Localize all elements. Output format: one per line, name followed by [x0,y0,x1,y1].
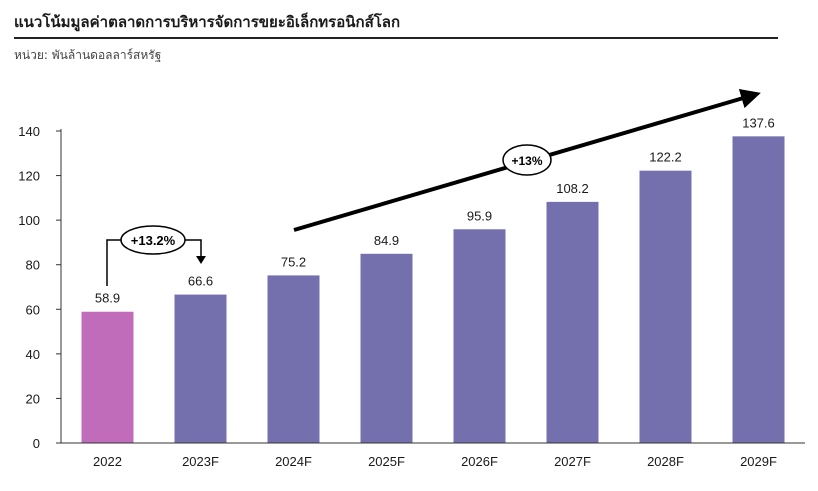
data-label: 137.6 [742,115,775,130]
data-label: 108.2 [556,181,589,196]
x-axis: 2022 2023F 2024F 2025F 2026F 2027F 2028F 2029F [61,442,805,469]
chart-title: แนวโน้มมูลค่าตลาดการบริหารจัดการขยะอิเล็… [14,13,401,31]
data-label: 75.2 [281,254,306,269]
x-tick-label: 2026F [461,454,498,469]
growth-bracket-arrowhead [196,256,206,264]
bar-2028f [639,170,692,443]
data-label: 66.6 [188,274,213,289]
bar-2022 [81,311,134,443]
x-tick-label: 2027F [554,454,591,469]
x-tick-label: 2024F [275,454,312,469]
data-label: 58.9 [95,291,120,306]
bar-2026f [453,229,506,443]
y-tick-label: 140 [18,124,40,139]
long-growth-bubble [502,144,552,176]
long-growth-label: +13% [511,154,542,168]
growth-annotations: +13.2% +13% [106,88,761,286]
y-tick-label: 40 [26,347,40,362]
bar-2023f [174,294,227,443]
bar-2024f [267,275,320,443]
y-tick-label: 0 [33,436,40,451]
title-divider [14,37,778,39]
x-tick-label: 2023F [182,454,219,469]
short-growth-bubble [120,225,186,255]
bars: 58.9 66.6 75.2 84.9 95.9 108.2 122.2 137.6 [81,115,785,443]
bar-2025f [360,253,413,443]
y-tick-label: 100 [18,213,40,228]
y-tick-label: 20 [26,391,40,406]
data-label: 84.9 [374,233,399,248]
bar-2029f [732,136,785,443]
unit-label: หน่วย: พันล้านดอลลาร์สหรัฐ [14,48,162,62]
y-tick-label: 60 [26,302,40,317]
y-axis: 0 20 40 60 80 100 120 140 [18,124,62,451]
data-label: 95.9 [467,208,492,223]
data-label: 122.2 [649,150,682,165]
x-tick-label: 2025F [368,454,405,469]
y-tick-label: 120 [18,169,40,184]
x-tick-label: 2022 [93,454,122,469]
y-tick-label: 80 [26,258,40,273]
short-growth-label: +13.2% [131,233,176,248]
x-tick-label: 2028F [647,454,684,469]
bar-2027f [546,201,599,443]
x-tick-label: 2029F [740,454,777,469]
